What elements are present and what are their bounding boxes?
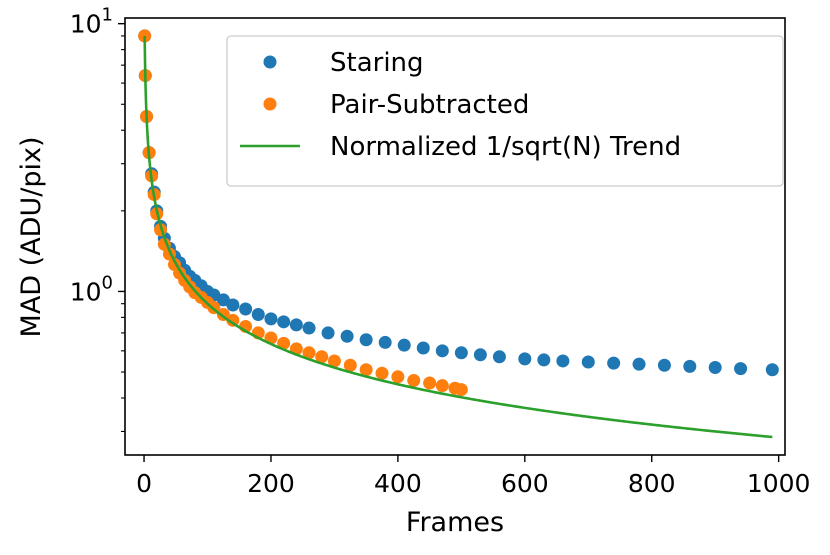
legend-label-0: Staring [330, 48, 424, 78]
point-0-22 [264, 312, 278, 326]
point-0-31 [416, 341, 430, 355]
legend-entry-2: Normalized 1/sqrt(N) Trend [240, 132, 681, 162]
point-0-20 [239, 302, 253, 316]
point-1-23 [277, 336, 291, 350]
point-0-46 [765, 363, 779, 377]
point-0-23 [277, 315, 291, 329]
legend-marker-swatch [263, 97, 277, 111]
point-0-36 [518, 352, 532, 366]
point-0-26 [321, 326, 335, 340]
legend-entry-1: Pair-Subtracted [263, 90, 529, 120]
point-0-24 [289, 318, 303, 332]
point-1-36 [454, 383, 468, 397]
series-2 [143, 35, 773, 439]
point-0-21 [251, 308, 265, 322]
point-0-42 [657, 358, 671, 372]
legend: Staring Pair-Subtracted Normalized 1/sqrt(… [226, 35, 784, 187]
point-1-30 [375, 366, 389, 380]
point-1-29 [359, 363, 373, 377]
point-1-26 [315, 350, 329, 364]
x-axis-label: Frames [406, 507, 504, 538]
point-0-29 [378, 335, 392, 349]
plot-frame [124, 17, 786, 456]
point-0-41 [632, 357, 646, 371]
point-0-30 [397, 338, 411, 352]
point-0-39 [581, 355, 595, 369]
point-0-27 [340, 329, 354, 343]
x-tick-label-3: 600 [501, 469, 549, 498]
legend-marker-swatch [263, 55, 277, 69]
point-0-35 [492, 350, 506, 364]
legend-box [226, 35, 784, 187]
x-axis-ticks: 0 200 400 600 800 1000 [136, 455, 810, 498]
point-1-27 [327, 354, 341, 368]
point-0-44 [708, 360, 722, 374]
point-1-25 [302, 346, 316, 360]
point-0-34 [473, 348, 487, 362]
y-axis-label: MAD (ADU/pix) [16, 137, 47, 338]
point-1-32 [407, 373, 421, 387]
x-tick-label-5: 1000 [747, 469, 811, 498]
legend-label-1: Pair-Subtracted [330, 90, 529, 120]
series-layer [138, 29, 779, 439]
point-0-32 [435, 344, 449, 358]
point-1-33 [423, 376, 437, 390]
x-tick-label-1: 200 [247, 469, 295, 498]
point-1-31 [391, 370, 405, 384]
point-0-45 [734, 362, 748, 376]
point-0-28 [359, 333, 373, 347]
y-axis-ticks: 100 101 [70, 5, 125, 432]
y-tick-label-1: 101 [70, 5, 113, 39]
point-0-18 [216, 293, 230, 307]
legend-entry-0: Staring [263, 48, 424, 78]
point-1-19 [226, 313, 240, 327]
point-0-43 [683, 359, 697, 373]
point-0-40 [607, 356, 621, 370]
point-1-34 [435, 379, 449, 393]
x-tick-label-4: 800 [628, 469, 676, 498]
trend-line [143, 35, 773, 439]
legend-label-2: Normalized 1/sqrt(N) Trend [330, 132, 681, 162]
x-tick-label-0: 0 [136, 469, 152, 498]
x-tick-label-2: 400 [374, 469, 422, 498]
point-0-37 [537, 353, 551, 367]
y-tick-label-0: 100 [70, 272, 113, 306]
point-0-25 [302, 321, 316, 335]
point-0-38 [556, 354, 570, 368]
point-0-19 [226, 298, 240, 312]
point-1-28 [343, 358, 357, 372]
point-0-33 [454, 346, 468, 360]
